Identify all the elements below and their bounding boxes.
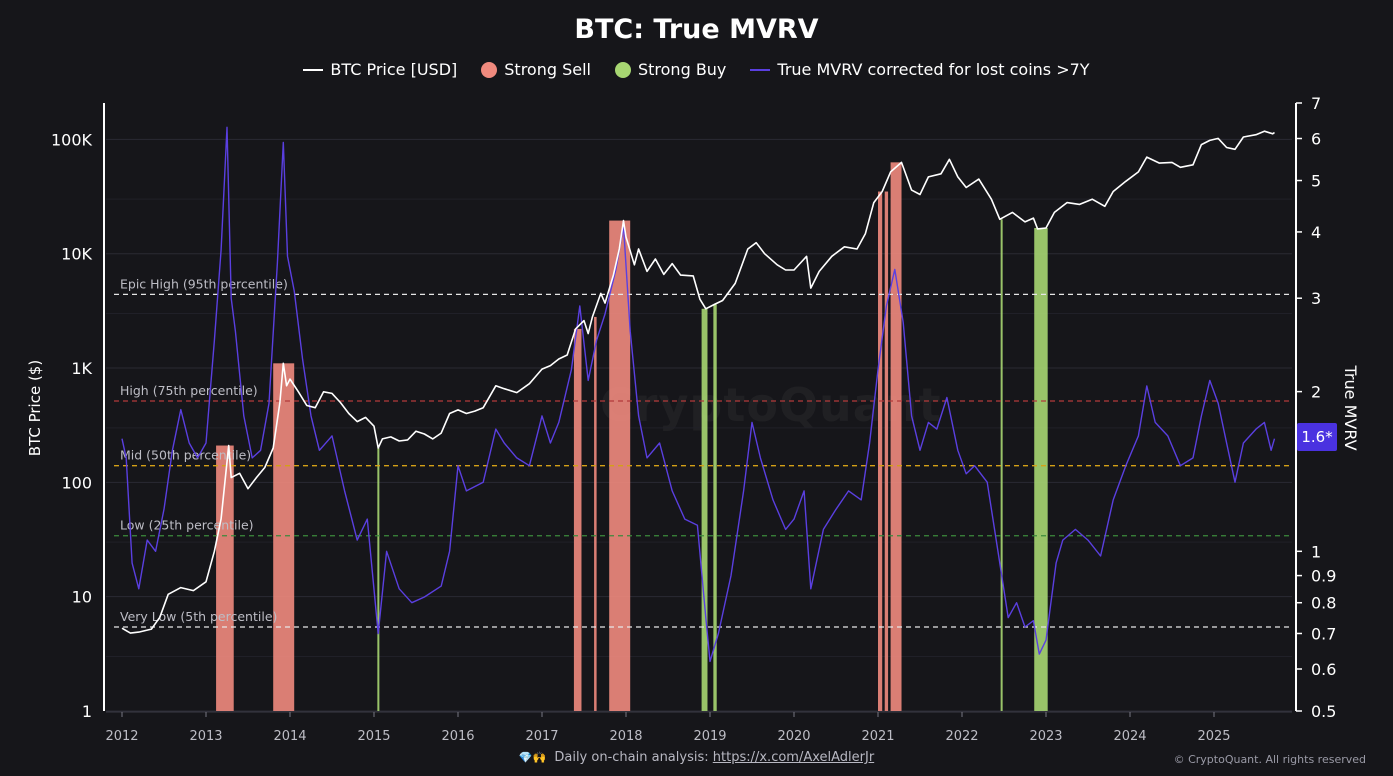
legend-item-strong-sell[interactable]: Strong Sell xyxy=(481,60,591,79)
y-left-tick-label: 1 xyxy=(82,702,92,721)
strong-sell-band xyxy=(594,316,597,711)
x-tick-label: 2014 xyxy=(273,729,306,744)
x-tick-label: 2012 xyxy=(105,729,138,744)
y-right-tick-label: 5 xyxy=(1311,172,1321,191)
y-left-tick-label: 100K xyxy=(51,130,93,149)
strong-buy-band xyxy=(701,308,708,711)
legend-item-true-mvrv[interactable]: True MVRV corrected for lost coins >7Y xyxy=(750,60,1090,79)
y-right-tick-label: 0.5 xyxy=(1311,702,1336,721)
legend-label: Strong Sell xyxy=(504,60,591,79)
y-right-tick-label: 0.7 xyxy=(1311,624,1336,643)
x-tick-label: 2025 xyxy=(1197,729,1230,744)
line-swatch-icon xyxy=(750,68,771,71)
x-tick-label: 2020 xyxy=(777,729,810,744)
strong-sell-band xyxy=(890,162,902,712)
y-right-tick-label: 0.6 xyxy=(1311,660,1336,679)
strong-sell-band xyxy=(884,191,889,711)
percentile-label: Mid (50th percentile) xyxy=(120,448,251,463)
y-right-tick-label: 0.9 xyxy=(1311,567,1336,586)
strong-buy-band xyxy=(377,447,380,711)
x-tick-label: 2017 xyxy=(525,729,558,744)
x-tick-label: 2023 xyxy=(1029,729,1062,744)
y-left-tick-label: 100 xyxy=(61,473,92,492)
x-tick-label: 2021 xyxy=(861,729,894,744)
btc-price-line xyxy=(121,130,1275,634)
y-left-tick-label: 1K xyxy=(71,359,92,378)
y-right-tick-label: 4 xyxy=(1311,223,1321,242)
x-tick-label: 2018 xyxy=(609,729,642,744)
legend-label: Strong Buy xyxy=(637,60,727,79)
watermark: CryptoQuant xyxy=(600,378,942,432)
y-right-tick-label: 0.8 xyxy=(1311,594,1336,613)
legend-item-btc-price[interactable]: BTC Price [USD] xyxy=(303,60,457,79)
diamond-hands-icon: 💎🙌 xyxy=(518,751,547,764)
y-left-tick-label: 10K xyxy=(61,245,92,264)
percentile-label: Very Low (5th percentile) xyxy=(120,609,277,624)
current-value-badge: 1.6* xyxy=(1297,423,1337,451)
y-right-tick-label: 2 xyxy=(1311,383,1321,402)
y-right-tick-label: 1 xyxy=(1311,542,1321,561)
x-tick-label: 2019 xyxy=(693,729,726,744)
strong-sell-band xyxy=(216,445,234,711)
y-left-tick-label: 10 xyxy=(72,588,92,607)
strong-sell-band xyxy=(573,328,582,711)
strong-buy-band xyxy=(1000,219,1003,711)
strong-buy-band xyxy=(1034,227,1048,711)
x-tick-label: 2024 xyxy=(1113,729,1146,744)
y-right-tick-label: 7 xyxy=(1311,94,1321,113)
legend-label: True MVRV corrected for lost coins >7Y xyxy=(777,60,1090,79)
legend-label: BTC Price [USD] xyxy=(330,60,458,79)
line-swatch-icon xyxy=(303,68,324,71)
y-right-axis-title: True MVRV xyxy=(1341,364,1360,450)
footer-link[interactable]: https://x.com/AxelAdlerJr xyxy=(712,750,875,765)
y-left-axis-title: BTC Price ($) xyxy=(26,360,44,456)
footer-analysis-text: Daily on-chain analysis: xyxy=(554,750,709,765)
y-right-tick-label: 3 xyxy=(1311,289,1321,308)
percentile-label: Epic High (95th percentile) xyxy=(120,276,288,291)
percentile-label: High (75th percentile) xyxy=(120,383,258,398)
mvrv-line xyxy=(121,126,1276,663)
dot-swatch-icon xyxy=(614,61,631,78)
dot-swatch-icon xyxy=(481,61,498,78)
legend-item-strong-buy[interactable]: Strong Buy xyxy=(614,60,727,79)
copyright: © CryptoQuant. All rights reserved xyxy=(1173,753,1366,766)
x-tick-label: 2013 xyxy=(189,729,222,744)
strong-buy-band xyxy=(713,304,717,711)
x-tick-label: 2022 xyxy=(945,729,978,744)
x-tick-label: 2016 xyxy=(441,729,474,744)
strong-sell-band xyxy=(878,191,883,711)
y-right-tick-label: 6 xyxy=(1311,130,1321,149)
percentile-label: Low (25th percentile) xyxy=(120,518,254,533)
x-tick-label: 2015 xyxy=(357,729,390,744)
chart-title: BTC: True MVRV xyxy=(574,14,819,45)
footer-analysis: 💎🙌 Daily on-chain analysis: https://x.co… xyxy=(0,750,1393,765)
strong-sell-band xyxy=(273,363,295,711)
legend: BTC Price [USD] Strong Sell Strong Buy T… xyxy=(0,60,1393,79)
